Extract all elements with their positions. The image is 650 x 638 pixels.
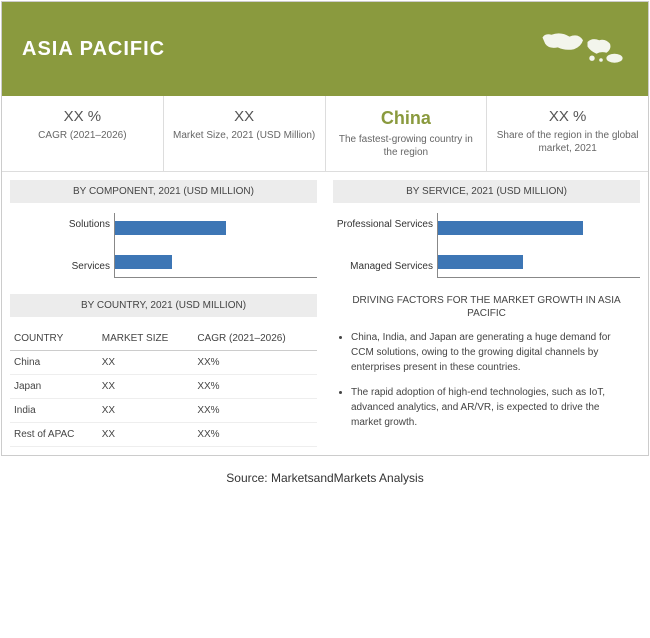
metric-value: XX % (495, 108, 640, 125)
charts-row: BY COMPONENT, 2021 (USD MILLION) Solutio… (2, 172, 648, 286)
table-row: China XX XX% (10, 351, 317, 375)
section-title: BY COUNTRY, 2021 (USD MILLION) (10, 294, 317, 317)
bar-label: Managed Services (333, 261, 433, 272)
bar-label: Professional Services (333, 219, 433, 230)
table-row: Japan XX XX% (10, 375, 317, 399)
bar-label: Solutions (10, 219, 110, 230)
table-row: India XX XX% (10, 399, 317, 423)
bar-bars (114, 213, 317, 278)
chart-title: BY SERVICE, 2021 (USD MILLION) (333, 180, 640, 203)
metric-label: Share of the region in the global market… (495, 129, 640, 155)
bar-solutions (115, 221, 226, 235)
metric-fastest-country: China The fastest-growing country in the… (326, 96, 488, 171)
metrics-row: XX % CAGR (2021–2026) XX Market Size, 20… (2, 96, 648, 172)
chart-service: BY SERVICE, 2021 (USD MILLION) Professio… (325, 172, 648, 286)
table-row: Rest of APAC XX XX% (10, 423, 317, 447)
infographic-container: ASIA PACIFIC XX % CAGR (2021–2026) XX Ma… (1, 1, 649, 456)
chart-title: BY COMPONENT, 2021 (USD MILLION) (10, 180, 317, 203)
table-header-row: COUNTRY MARKET SIZE CAGR (2021–2026) (10, 327, 317, 351)
chart-component: BY COMPONENT, 2021 (USD MILLION) Solutio… (2, 172, 325, 286)
factors-section: DRIVING FACTORS FOR THE MARKET GROWTH IN… (325, 286, 648, 455)
bar-labels: Professional Services Managed Services (333, 213, 437, 278)
bar-labels: Solutions Services (10, 213, 114, 278)
bar-label: Services (10, 261, 110, 272)
bar-managed (438, 255, 523, 269)
bar-bars (437, 213, 640, 278)
header: ASIA PACIFIC (2, 2, 648, 96)
country-section: BY COUNTRY, 2021 (USD MILLION) COUNTRY M… (2, 286, 325, 455)
bar-chart: Solutions Services (10, 213, 317, 278)
source-text: Source: MarketsandMarkets Analysis (0, 457, 650, 495)
metric-label: CAGR (2021–2026) (10, 129, 155, 142)
factor-item: The rapid adoption of high-end technolog… (351, 385, 632, 430)
metric-cagr: XX % CAGR (2021–2026) (2, 96, 164, 171)
metric-value: XX % (10, 108, 155, 125)
factor-item: China, India, and Japan are generating a… (351, 330, 632, 375)
asia-pacific-map-icon (538, 24, 628, 74)
metric-value: China (334, 108, 479, 129)
bottom-row: BY COUNTRY, 2021 (USD MILLION) COUNTRY M… (2, 286, 648, 455)
bar-services (115, 255, 172, 269)
col-cagr: CAGR (2021–2026) (193, 327, 317, 351)
country-table: COUNTRY MARKET SIZE CAGR (2021–2026) Chi… (10, 327, 317, 447)
metric-share: XX % Share of the region in the global m… (487, 96, 648, 171)
metric-value: XX (172, 108, 317, 125)
metric-market-size: XX Market Size, 2021 (USD Million) (164, 96, 326, 171)
metric-label: Market Size, 2021 (USD Million) (172, 129, 317, 142)
factors-title: DRIVING FACTORS FOR THE MARKET GROWTH IN… (333, 294, 640, 320)
bar-chart: Professional Services Managed Services (333, 213, 640, 278)
metric-label: The fastest-growing country in the regio… (334, 133, 479, 159)
header-title: ASIA PACIFIC (22, 38, 165, 61)
col-marketsize: MARKET SIZE (98, 327, 194, 351)
factors-list: China, India, and Japan are generating a… (333, 330, 640, 430)
bar-professional (438, 221, 583, 235)
col-country: COUNTRY (10, 327, 98, 351)
